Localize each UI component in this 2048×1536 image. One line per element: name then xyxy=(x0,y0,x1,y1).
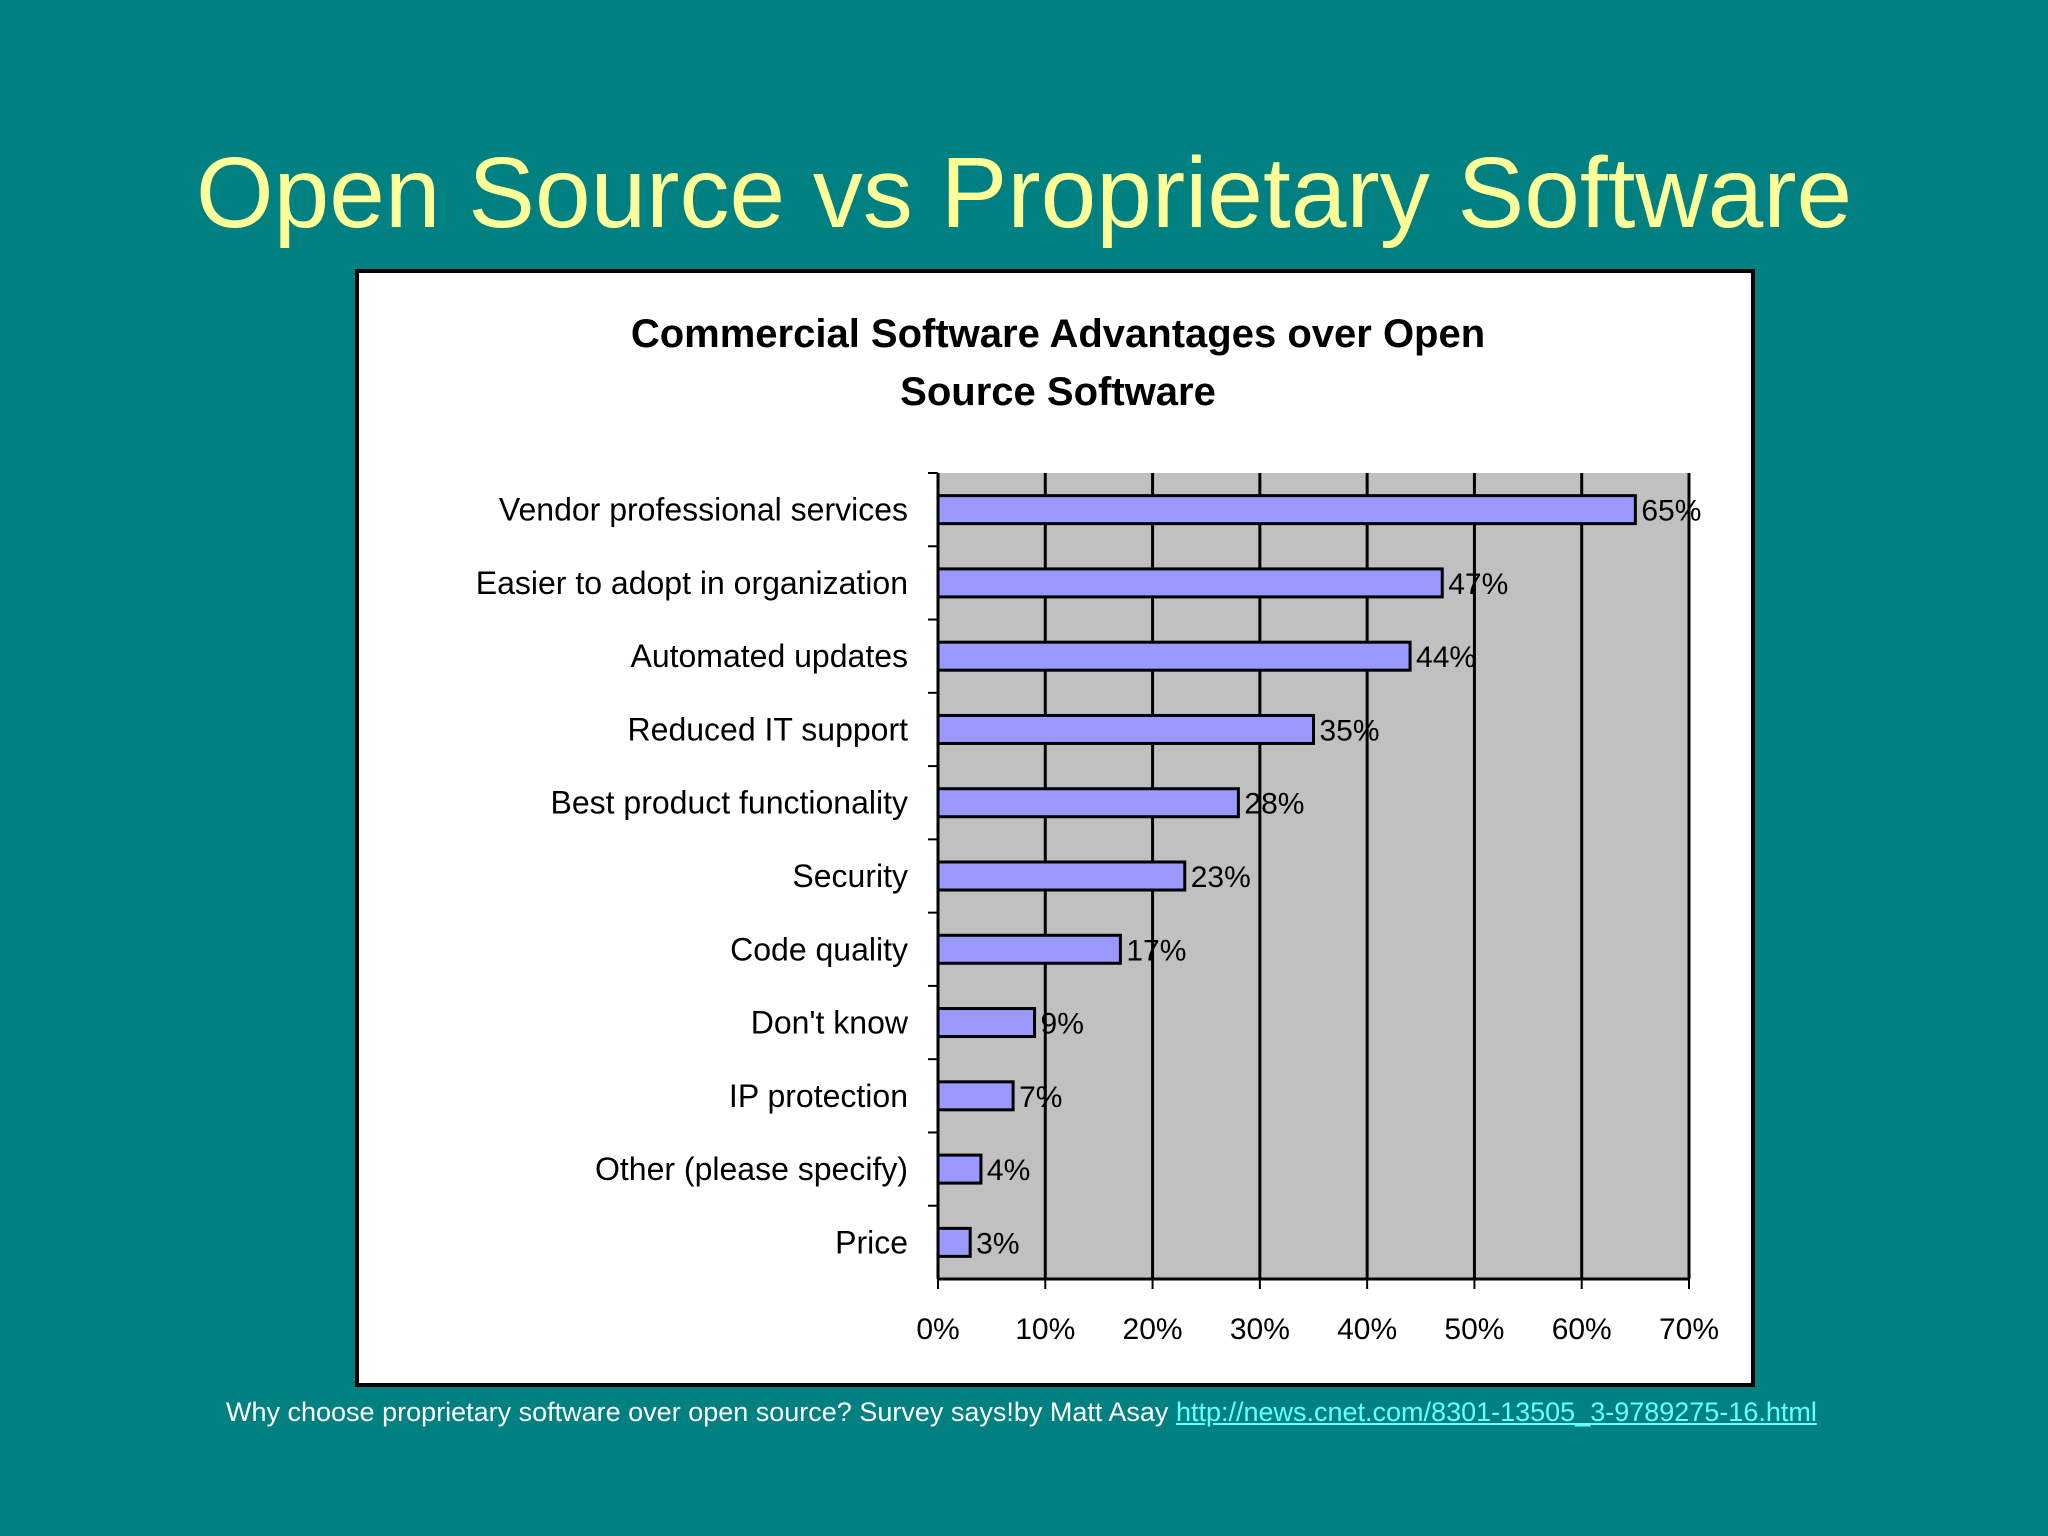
x-tick-label: 40% xyxy=(1337,1313,1397,1346)
data-label: 23% xyxy=(1191,861,1251,894)
x-tick-label: 30% xyxy=(1230,1313,1290,1346)
bar xyxy=(936,1153,983,1185)
category-label: Vendor professional services xyxy=(499,492,908,528)
bar xyxy=(936,787,1240,819)
category-label: Best product functionality xyxy=(550,785,908,821)
plot-group: 0% 10% 20% 30% 40% 50% 60% 70% Vendor profession… xyxy=(476,472,1719,1346)
bar xyxy=(936,933,1122,965)
category-label: Easier to adopt in organization xyxy=(476,565,908,601)
x-tick-label: 60% xyxy=(1552,1313,1612,1346)
category-label: IP protection xyxy=(729,1078,908,1114)
data-label: 17% xyxy=(1126,934,1186,967)
bar xyxy=(936,713,1315,745)
data-label: 3% xyxy=(976,1227,1019,1260)
data-label: 44% xyxy=(1416,641,1476,674)
category-label: Reduced IT support xyxy=(628,711,909,747)
caption-text: Why choose proprietary software over ope… xyxy=(226,1397,1176,1427)
category-label: Don't know xyxy=(751,1005,909,1041)
data-label: 9% xyxy=(1041,1008,1084,1041)
bar xyxy=(936,640,1412,672)
category-label: Code quality xyxy=(730,931,908,967)
category-label: Automated updates xyxy=(630,638,908,674)
data-label: 7% xyxy=(1019,1081,1062,1114)
category-label: Price xyxy=(835,1224,908,1260)
x-tick-label: 70% xyxy=(1659,1313,1719,1346)
x-tick-label: 20% xyxy=(1123,1313,1183,1346)
bar xyxy=(936,860,1187,892)
chart-title-line-1: Commercial Software Advantages over Open xyxy=(631,312,1485,356)
x-tick-label: 10% xyxy=(1015,1313,1075,1346)
data-label: 4% xyxy=(987,1154,1030,1187)
bar-chart: Commercial Software Advantages over Open… xyxy=(476,312,1719,1346)
bar xyxy=(936,494,1637,526)
slide-title: Open Source vs Proprietary Software xyxy=(195,137,1853,249)
x-tick-label: 50% xyxy=(1444,1313,1504,1346)
source-link[interactable]: http://news.cnet.com/8301-13505_3-978927… xyxy=(1175,1397,1817,1427)
data-label: 65% xyxy=(1641,495,1701,528)
data-label: 47% xyxy=(1448,568,1508,601)
data-label: 35% xyxy=(1320,714,1380,747)
chart-title-line-2: Source Software xyxy=(900,370,1216,414)
source-caption: Why choose proprietary software over ope… xyxy=(226,1395,2048,1429)
data-label: 28% xyxy=(1244,788,1304,821)
bar xyxy=(936,1007,1037,1039)
bar xyxy=(936,567,1444,599)
x-tick-label: 0% xyxy=(916,1313,959,1346)
bar xyxy=(936,1080,1015,1112)
category-label: Security xyxy=(792,858,908,894)
category-label: Other (please specify) xyxy=(595,1151,908,1187)
chart-frame: Commercial Software Advantages over Open… xyxy=(355,269,1755,1387)
bar xyxy=(936,1226,972,1258)
